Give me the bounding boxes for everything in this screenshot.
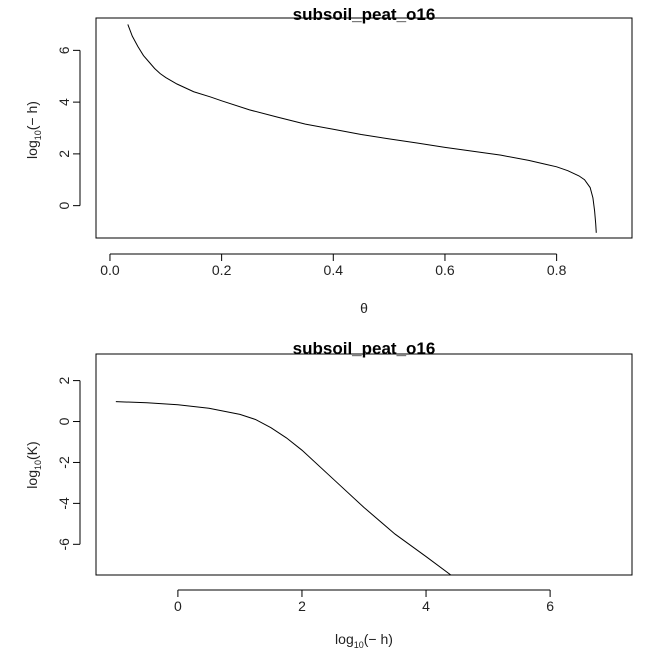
x-tick-label: 0.0 bbox=[100, 262, 120, 278]
y-axis: 2 0 -2 -4 -6 bbox=[56, 377, 81, 551]
x-axis: 0.0 0.2 0.4 0.6 0.8 bbox=[100, 253, 567, 278]
x-tick-label: 0 bbox=[174, 598, 182, 614]
x-tick-label: 6 bbox=[546, 598, 554, 614]
y-tick-label: 2 bbox=[56, 150, 72, 158]
chart-title: subsoil_peat_o16 bbox=[293, 339, 436, 358]
y-tick-label: -4 bbox=[56, 497, 72, 510]
y-axis-label: log10(− h) bbox=[24, 101, 43, 159]
x-axis-label: log10(− h) bbox=[335, 631, 393, 650]
plot-area bbox=[95, 17, 633, 239]
x-axis-label: θ bbox=[360, 300, 368, 316]
y-tick-label: 2 bbox=[56, 377, 72, 385]
chart-title: subsoil_peat_o16 bbox=[293, 5, 436, 24]
y-axis-label: log10(K) bbox=[24, 441, 43, 488]
y-tick-label: 4 bbox=[56, 98, 72, 106]
x-tick-label: 0.4 bbox=[324, 262, 344, 278]
x-tick-label: 0.6 bbox=[435, 262, 455, 278]
y-tick-label: 0 bbox=[56, 417, 72, 425]
x-tick-label: 0.2 bbox=[212, 262, 232, 278]
x-tick-label: 4 bbox=[422, 598, 430, 614]
y-tick-label: 6 bbox=[56, 46, 72, 54]
x-tick-label: 0.8 bbox=[547, 262, 567, 278]
data-line bbox=[127, 24, 597, 233]
conductivity-panel: subsoil_peat_o16 0 2 4 6 2 0 -2 -4 -6 log10(− h… bbox=[24, 339, 633, 650]
x-tick-label: 2 bbox=[298, 598, 306, 614]
data-line bbox=[115, 401, 452, 575]
plot-area bbox=[95, 353, 633, 576]
y-axis: 0 2 4 6 bbox=[56, 46, 81, 210]
y-tick-label: 0 bbox=[56, 202, 72, 210]
x-axis: 0 2 4 6 bbox=[174, 589, 554, 614]
y-tick-label: -6 bbox=[56, 538, 72, 551]
y-tick-label: -2 bbox=[56, 456, 72, 469]
